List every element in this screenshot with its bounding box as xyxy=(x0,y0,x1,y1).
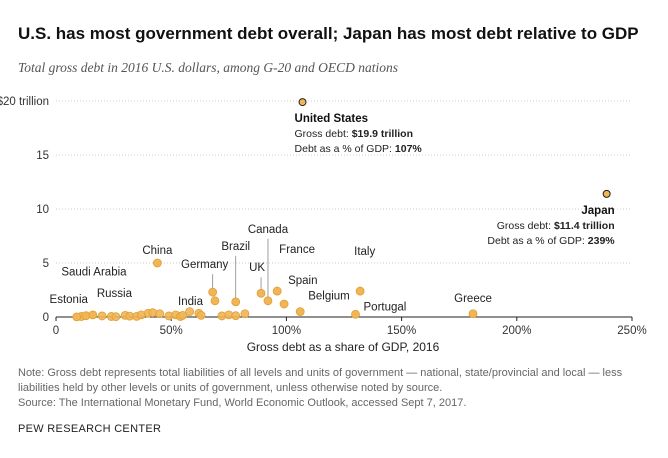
tick-labels: 0 5 10 15 $20 trillion 0 50% 100% 150% 200% 250% xyxy=(0,96,647,337)
point-labels: China Germany India Brazil Canada UK France Spa… xyxy=(50,113,616,313)
point-label-india: India xyxy=(178,296,204,308)
data-point xyxy=(111,312,121,322)
data-point xyxy=(240,309,250,319)
point-label-portugal: Portugal xyxy=(364,301,407,313)
point-label-belgium: Belgium xyxy=(308,291,350,303)
data-point-china xyxy=(152,258,162,268)
data-point-italy xyxy=(355,286,365,296)
data-point-india xyxy=(210,296,220,306)
note-line: Note: Gross debt represents total liabil… xyxy=(18,367,623,379)
data-point-estonia xyxy=(72,312,82,322)
data-point xyxy=(97,311,107,321)
point-label-china: China xyxy=(142,245,173,257)
data-point xyxy=(196,310,206,320)
chart-title: U.S. has most government debt overall; J… xyxy=(18,24,639,43)
x-tick-label: 200% xyxy=(502,325,531,337)
point-label-greece: Greece xyxy=(454,293,492,305)
data-points xyxy=(72,98,611,322)
data-point-greece xyxy=(468,309,478,319)
y-tick-label: 10 xyxy=(36,204,49,216)
x-tick-label: 100% xyxy=(272,325,301,337)
brand-label: PEW RESEARCH CENTER xyxy=(18,423,162,435)
point-label-russia: Russia xyxy=(97,288,133,300)
point-label-brazil: Brazil xyxy=(221,241,250,253)
callout-line: Gross debt: $19.9 trillion xyxy=(295,128,413,140)
data-point-belgium xyxy=(295,307,305,317)
data-point-brazil xyxy=(231,297,241,307)
y-tick-label: $20 trillion xyxy=(0,96,49,108)
data-point-japan xyxy=(602,189,611,198)
callout-line: Gross debt: $11.4 trillion xyxy=(497,220,615,232)
point-label-uk: UK xyxy=(249,262,265,274)
point-label-spain: Spain xyxy=(288,275,317,287)
x-tick-label: 50% xyxy=(160,325,183,337)
callout-line: Debt as a % of GDP: 107% xyxy=(295,143,423,155)
source-line: Source: The International Monetary Fund,… xyxy=(18,397,467,409)
point-label-france: France xyxy=(279,244,315,256)
scatter-chart: 0 5 10 15 $20 trillion 0 50% 100% 150% 200% 250% C… xyxy=(0,96,647,354)
point-label-estonia: Estonia xyxy=(50,294,89,306)
point-label-germany: Germany xyxy=(181,259,229,271)
point-label-italy: Italy xyxy=(354,246,375,258)
x-tick-label: 150% xyxy=(387,325,416,337)
x-tick-label: 0 xyxy=(53,325,59,337)
callout-line: Debt as a % of GDP: 239% xyxy=(487,235,615,247)
grid-lines xyxy=(56,100,632,264)
callout-name: United States xyxy=(295,113,369,125)
y-tick-label: 0 xyxy=(43,312,49,324)
data-point xyxy=(155,309,165,319)
data-point-portugal xyxy=(351,309,360,319)
x-axis-label: Gross debt as a share of GDP, 2016 xyxy=(247,340,440,354)
data-point xyxy=(185,307,195,317)
data-point-germany xyxy=(208,287,218,297)
note-line: liabilities held by other levels or unit… xyxy=(18,382,443,394)
chart-subtitle: Total gross debt in 2016 U.S. dollars, a… xyxy=(18,60,399,75)
point-label-canada: Canada xyxy=(248,224,289,236)
chart-note: Note: Gross debt represents total liabil… xyxy=(18,366,648,411)
data-point xyxy=(178,310,188,320)
x-tick-label: 250% xyxy=(617,325,646,337)
y-tick-label: 5 xyxy=(43,258,49,270)
data-point-canada xyxy=(263,296,273,306)
y-tick-label: 15 xyxy=(36,150,49,162)
data-point-united-states xyxy=(298,98,307,107)
data-point-france xyxy=(272,286,282,296)
data-point-russia xyxy=(88,310,98,320)
data-point-uk xyxy=(256,288,266,298)
data-point xyxy=(231,311,241,321)
data-point-spain xyxy=(279,299,289,309)
callout-name: Japan xyxy=(581,205,614,217)
point-label-saudi-arabia: Saudi Arabia xyxy=(61,267,127,279)
